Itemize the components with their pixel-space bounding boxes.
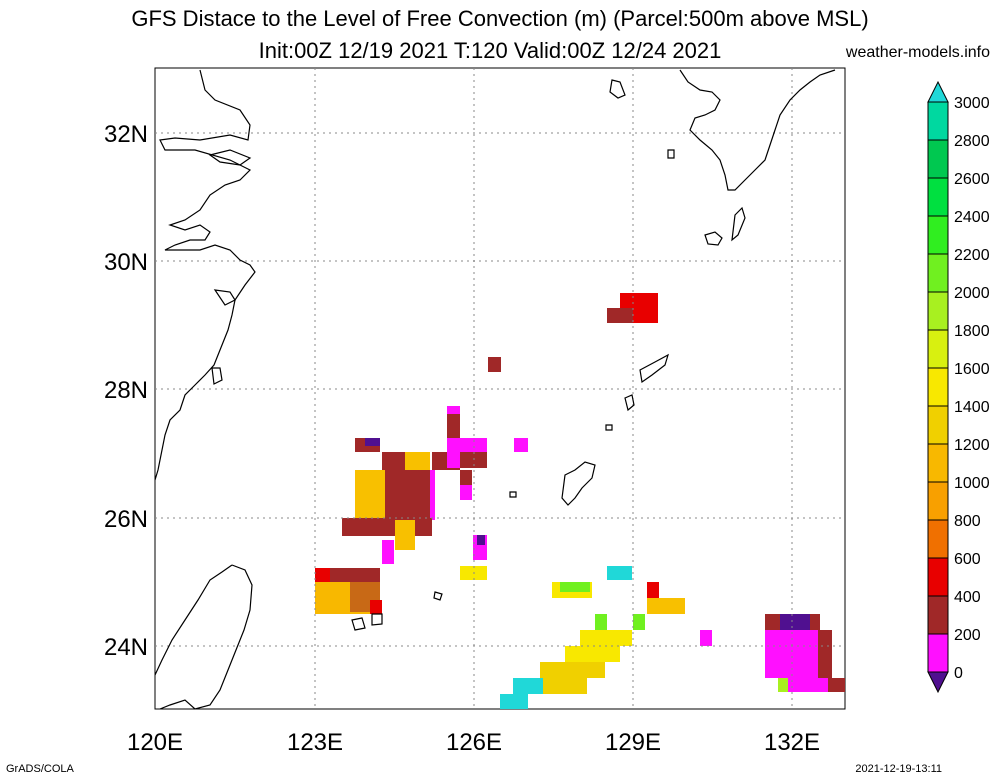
colorbar-label: 2200: [954, 247, 990, 264]
colorbar-band: [927, 329, 949, 369]
lat-label: 32N: [104, 121, 148, 148]
colorbar-label: 200: [954, 627, 981, 644]
colorbar-label: 1000: [954, 475, 990, 492]
colorbar-label: 3000: [954, 95, 990, 112]
colorbar-label: 800: [954, 513, 981, 530]
colorbar-band: [927, 291, 949, 331]
colorbar-label: 600: [954, 551, 981, 568]
colorbar-bottom-arrow: [927, 671, 949, 694]
grid: [155, 68, 845, 709]
colorbar-band: [927, 367, 949, 407]
lat-label: 24N: [104, 634, 148, 661]
colorbar-band: [927, 253, 949, 293]
footer-timestamp: 2021-12-19-13:11: [855, 763, 942, 775]
site-watermark: weather-models.info: [845, 44, 990, 61]
colorbar-band: [927, 443, 949, 483]
colorbar-band: [927, 405, 949, 445]
colorbar-band: [927, 215, 949, 255]
lat-label: 28N: [104, 377, 148, 404]
lon-labels: 120E 123E 126E 129E 132E: [127, 729, 820, 756]
colorbar-top-arrow: [927, 80, 949, 103]
colorbar-band: [927, 633, 949, 673]
colorbar-band: [927, 101, 949, 141]
colorbar-label: 400: [954, 589, 981, 606]
chart-subtitle: Init:00Z 12/19 2021 T:120 Valid:00Z 12/2…: [258, 38, 722, 63]
colorbar-band: [927, 557, 949, 597]
lon-label: 123E: [287, 729, 343, 756]
chart-title: GFS Distace to the Level of Free Convect…: [131, 6, 869, 31]
colorbar-label: 1200: [954, 437, 990, 454]
colorbar-band: [927, 519, 949, 559]
lat-label: 30N: [104, 249, 148, 276]
colorbar-band: [927, 177, 949, 217]
colorbar-label: 2400: [954, 209, 990, 226]
lat-labels: 32N 30N 28N 26N 24N: [104, 121, 148, 661]
colorbar-label: 2600: [954, 171, 990, 188]
lat-label: 26N: [104, 506, 148, 533]
colorbar-label: 1600: [954, 361, 990, 378]
lon-label: 120E: [127, 729, 183, 756]
lon-label: 132E: [764, 729, 820, 756]
colorbar-label: 2000: [954, 285, 990, 302]
colorbar-band: [927, 595, 949, 635]
lon-label: 126E: [446, 729, 502, 756]
colorbar: 3000280026002400220020001800160014001200…: [927, 80, 990, 694]
colorbar-label: 2800: [954, 133, 990, 150]
lon-label: 129E: [605, 729, 661, 756]
colorbar-label: 1400: [954, 399, 990, 416]
data-field: [315, 293, 845, 709]
footer-credit: GrADS/COLA: [6, 763, 74, 775]
colorbar-label: 1800: [954, 323, 990, 340]
colorbar-band: [927, 481, 949, 521]
colorbar-band: [927, 139, 949, 179]
colorbar-label: 0: [954, 665, 963, 682]
coastlines: [154, 69, 836, 710]
